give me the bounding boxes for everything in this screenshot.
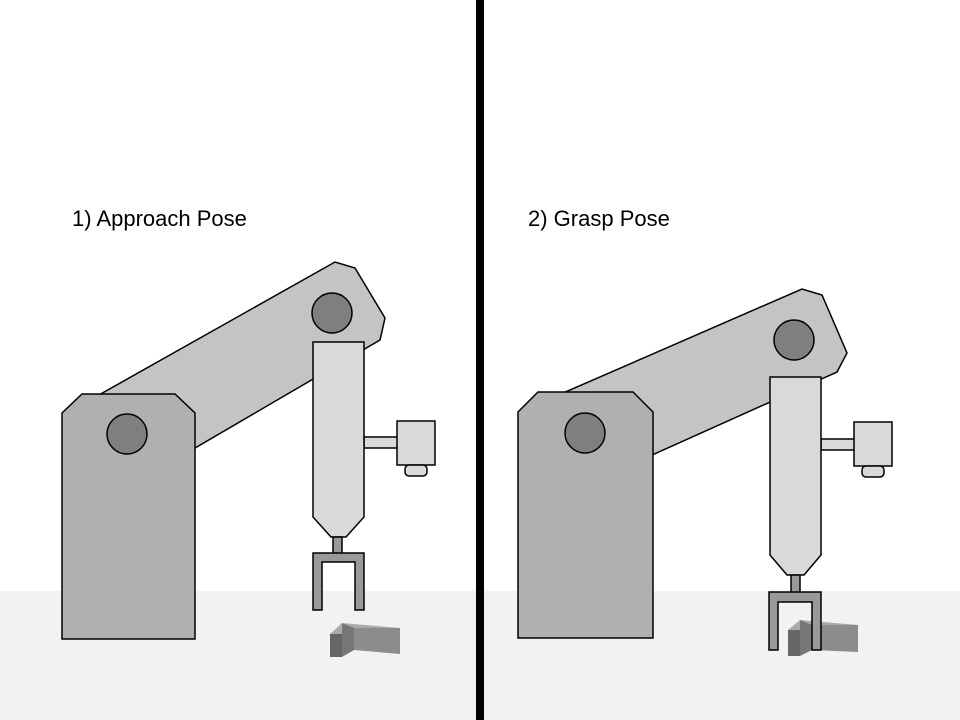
object-side	[330, 634, 342, 657]
gripper	[768, 591, 822, 651]
object-front	[354, 628, 400, 654]
panel-grasp-pose: 2) Grasp Pose	[484, 206, 960, 720]
camera-lens	[861, 465, 885, 478]
wrist	[790, 574, 801, 594]
elbow-joint	[311, 292, 353, 334]
panel-label-grasp: 2) Grasp Pose	[528, 206, 670, 231]
object-side	[788, 630, 800, 656]
target-object	[788, 620, 858, 656]
elbow-joint	[773, 319, 815, 361]
target-object	[330, 623, 400, 657]
panel-divider	[476, 0, 484, 720]
camera-body	[396, 420, 436, 466]
base-joint	[106, 413, 148, 455]
base-joint	[564, 412, 606, 454]
forearm-link	[312, 341, 365, 538]
object-side-left	[342, 623, 354, 657]
forearm-link	[769, 376, 822, 576]
panel-label-approach: 1) Approach Pose	[72, 206, 247, 231]
gripper	[312, 552, 365, 611]
object-front	[812, 625, 858, 652]
robot-base	[517, 391, 654, 639]
robot-base	[61, 393, 196, 640]
wrist	[332, 536, 343, 555]
camera-mount	[363, 436, 399, 449]
camera-lens	[404, 464, 428, 477]
camera-mount	[820, 438, 856, 451]
panel-approach-pose: 1) Approach Pose	[0, 206, 476, 720]
object-side-left	[800, 620, 812, 656]
camera-body	[853, 421, 893, 467]
